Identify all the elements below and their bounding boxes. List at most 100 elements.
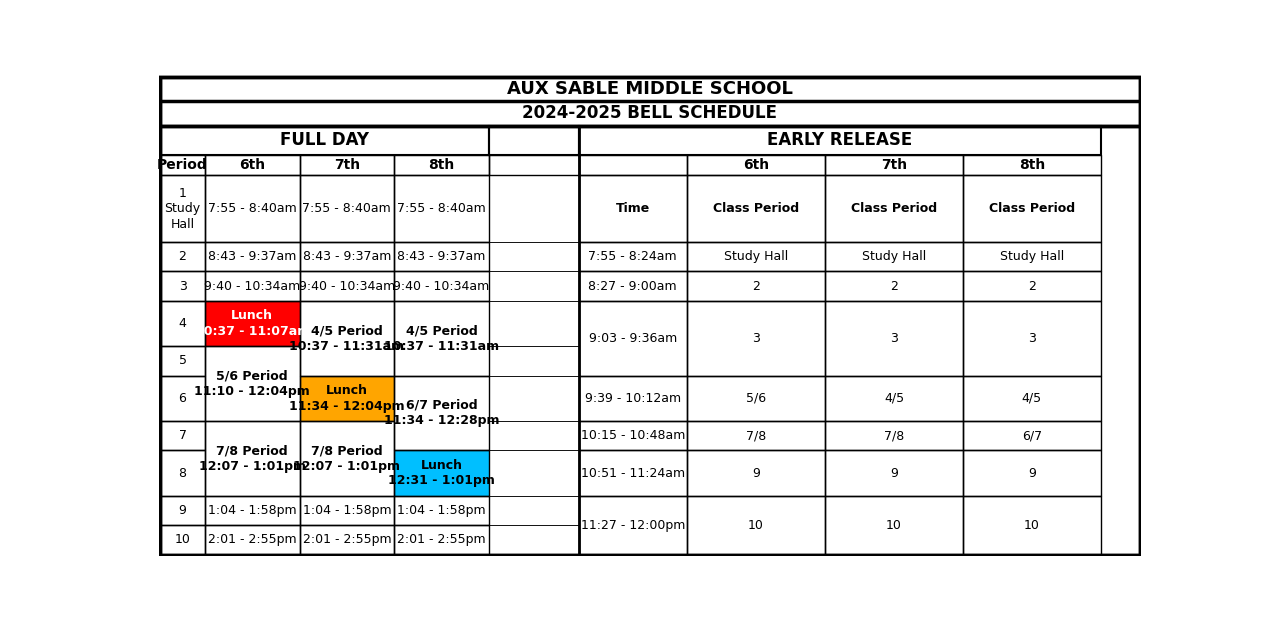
Text: Lunch
10:37 - 11:07am: Lunch 10:37 - 11:07am — [195, 309, 309, 338]
Text: 11:27 - 12:00pm: 11:27 - 12:00pm — [581, 519, 685, 532]
Bar — [160, 155, 205, 175]
Bar — [488, 175, 578, 242]
Text: 9: 9 — [752, 467, 760, 479]
Bar — [205, 525, 299, 555]
Text: 3: 3 — [752, 332, 760, 345]
Bar — [962, 175, 1101, 242]
Bar — [205, 421, 299, 496]
Text: 10: 10 — [886, 519, 902, 532]
Bar — [160, 76, 1140, 101]
Text: 1:04 - 1:58pm: 1:04 - 1:58pm — [303, 504, 391, 517]
Bar — [299, 376, 394, 421]
Bar — [578, 242, 687, 271]
Bar — [205, 155, 299, 175]
Bar — [578, 155, 687, 175]
Bar — [578, 301, 687, 376]
Text: 6th: 6th — [743, 158, 770, 172]
Bar — [825, 242, 962, 271]
Text: 8:43 - 9:37am: 8:43 - 9:37am — [208, 250, 297, 263]
Bar — [962, 421, 1101, 451]
Bar — [160, 242, 205, 271]
Bar — [825, 271, 962, 301]
Bar — [299, 175, 394, 242]
Bar — [160, 101, 1140, 126]
Bar — [394, 301, 488, 376]
Text: 10: 10 — [175, 534, 190, 546]
Bar — [205, 301, 299, 346]
Bar — [160, 301, 205, 346]
Text: Period: Period — [157, 158, 208, 172]
Bar — [488, 525, 578, 555]
Bar — [299, 155, 394, 175]
Bar — [160, 525, 205, 555]
Text: 10:15 - 10:48am: 10:15 - 10:48am — [581, 429, 685, 442]
Text: 1:04 - 1:58pm: 1:04 - 1:58pm — [397, 504, 486, 517]
Bar — [825, 155, 962, 175]
Text: 7: 7 — [179, 429, 186, 442]
Bar — [578, 175, 687, 242]
Bar — [825, 496, 962, 555]
Text: 7:55 - 8:24am: 7:55 - 8:24am — [588, 250, 677, 263]
Text: Study Hall: Study Hall — [862, 250, 926, 263]
Bar — [394, 376, 488, 451]
Text: 4/5 Period
10:37 - 11:31am: 4/5 Period 10:37 - 11:31am — [289, 324, 404, 352]
Text: 9:03 - 9:36am: 9:03 - 9:36am — [588, 332, 677, 345]
Text: 8th: 8th — [1018, 158, 1045, 172]
Text: 8:43 - 9:37am: 8:43 - 9:37am — [303, 250, 391, 263]
Text: 8th: 8th — [429, 158, 454, 172]
Bar — [962, 242, 1101, 271]
Bar — [299, 525, 394, 555]
Text: 10: 10 — [1025, 519, 1040, 532]
Bar — [962, 376, 1101, 421]
Bar — [205, 301, 299, 346]
Text: 2:01 - 2:55pm: 2:01 - 2:55pm — [303, 534, 391, 546]
Text: 3: 3 — [1028, 332, 1036, 345]
Bar — [160, 496, 205, 525]
Bar — [205, 346, 299, 421]
Bar — [825, 376, 962, 421]
Text: Class Period: Class Period — [713, 202, 799, 215]
Text: 2: 2 — [890, 280, 898, 292]
Text: 6/7: 6/7 — [1022, 429, 1042, 442]
Text: 2: 2 — [179, 250, 186, 263]
Text: 4/5: 4/5 — [1022, 392, 1042, 405]
Bar — [299, 301, 394, 376]
Bar — [488, 496, 578, 525]
Bar — [687, 376, 825, 421]
Text: 6/7 Period
11:34 - 12:28pm: 6/7 Period 11:34 - 12:28pm — [384, 399, 500, 428]
Text: 2: 2 — [752, 280, 760, 292]
Text: 10:51 - 11:24am: 10:51 - 11:24am — [581, 467, 685, 479]
Bar — [687, 496, 825, 555]
Bar — [687, 155, 825, 175]
Text: 7:55 - 8:40am: 7:55 - 8:40am — [208, 202, 297, 215]
Bar — [578, 271, 687, 301]
Text: 1:04 - 1:58pm: 1:04 - 1:58pm — [208, 504, 297, 517]
Text: 7th: 7th — [881, 158, 907, 172]
Bar — [488, 376, 578, 421]
Text: 4: 4 — [179, 317, 186, 330]
Bar — [299, 271, 394, 301]
Bar — [394, 175, 488, 242]
Text: 5/6 Period
11:10 - 12:04pm: 5/6 Period 11:10 - 12:04pm — [194, 369, 311, 398]
Bar — [394, 242, 488, 271]
Text: 9:39 - 10:12am: 9:39 - 10:12am — [585, 392, 681, 405]
Bar — [488, 271, 578, 301]
Bar — [488, 301, 578, 346]
Bar — [205, 242, 299, 271]
Text: Study Hall: Study Hall — [724, 250, 789, 263]
Bar — [687, 242, 825, 271]
Bar — [394, 525, 488, 555]
Bar — [394, 451, 488, 496]
Text: 7:55 - 8:40am: 7:55 - 8:40am — [303, 202, 392, 215]
Text: 9: 9 — [890, 467, 898, 479]
Text: 9:40 - 10:34am: 9:40 - 10:34am — [393, 280, 489, 292]
Bar — [488, 242, 578, 271]
Bar — [160, 126, 488, 155]
Bar — [160, 175, 205, 242]
Bar — [299, 376, 394, 421]
Bar — [578, 496, 687, 555]
Text: 7:55 - 8:40am: 7:55 - 8:40am — [397, 202, 486, 215]
Bar — [962, 155, 1101, 175]
Bar — [962, 451, 1101, 496]
Text: 8:27 - 9:00am: 8:27 - 9:00am — [588, 280, 677, 292]
